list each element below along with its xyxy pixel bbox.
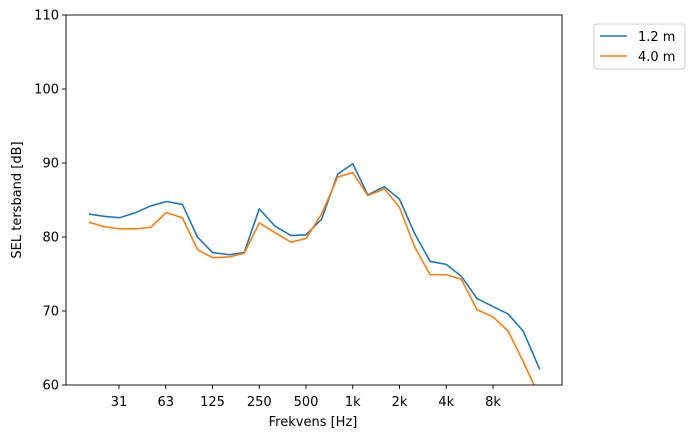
y-tick-label: 90 (42, 157, 59, 172)
y-tick-label: 100 (34, 83, 59, 98)
series-line-2 (88, 171, 535, 385)
x-tick-label: 63 (157, 395, 174, 410)
y-axis-label: SEL tersband [dB] (10, 141, 25, 258)
y-tick-label: 110 (34, 9, 59, 24)
y-tick-label: 70 (42, 305, 59, 320)
series-line-1 (88, 162, 541, 370)
series-layer (88, 162, 541, 385)
x-tick-label: 4k (438, 395, 454, 410)
x-tick-label: 8k (485, 395, 501, 410)
y-tick-label: 60 (42, 379, 59, 394)
legend-label-1: 1.2 m (638, 30, 675, 45)
x-tick-label: 1k (345, 395, 361, 410)
x-tick-label: 500 (294, 395, 319, 410)
x-tick-label: 2k (392, 395, 408, 410)
legend: 1.2 m 4.0 m (593, 23, 686, 70)
y-tick-label: 80 (42, 231, 59, 246)
x-axis-label: Frekvens [Hz] (269, 415, 358, 430)
legend-label-2: 4.0 m (638, 50, 675, 65)
axes-layer: 60 70 80 90 100 110 31 63 125 250 500 1k 2k 4k 8k (34, 9, 563, 410)
x-tick-label: 31 (111, 395, 128, 410)
plot-frame (65, 14, 563, 386)
x-tick-label: 125 (200, 395, 225, 410)
x-tick-label: 250 (247, 395, 272, 410)
